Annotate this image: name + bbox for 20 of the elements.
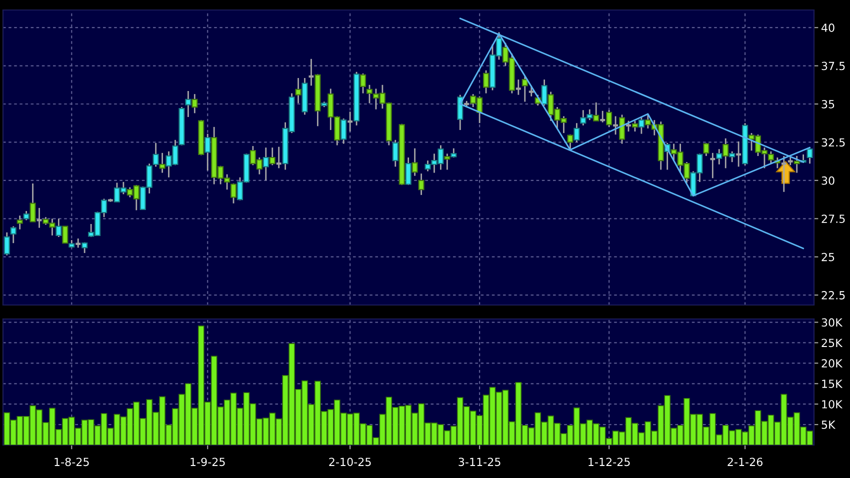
y-tick-label: 25 bbox=[822, 252, 834, 262]
x-tick-label: 3-11-25 bbox=[458, 458, 500, 466]
y-tick-label: 37.5 bbox=[822, 62, 845, 70]
y-tick-label: 32.5 bbox=[822, 138, 845, 147]
x-tick-label: 1-12-25 bbox=[588, 458, 630, 466]
x-tick-label: 1-9-25 bbox=[190, 458, 225, 466]
y-tick-label: 22.5 bbox=[822, 291, 845, 300]
y-tick-label: 25K bbox=[822, 338, 843, 348]
y-tick-label: 5K bbox=[822, 420, 836, 429]
y-tick-label: 30K bbox=[822, 318, 843, 327]
x-tick-label: 2-1-26 bbox=[728, 458, 762, 466]
x-tick-label: 2-10-25 bbox=[329, 458, 371, 466]
y-tick-label: 35 bbox=[822, 100, 834, 108]
y-tick-label: 27.5 bbox=[822, 214, 845, 224]
y-tick-label: 15K bbox=[822, 380, 843, 388]
y-tick-label: 30 bbox=[822, 176, 834, 185]
y-tick-label: 20K bbox=[822, 359, 843, 368]
y-tick-label: 10K bbox=[822, 400, 843, 408]
x-tick-label: 1-8-25 bbox=[54, 458, 89, 466]
y-tick-label: 40 bbox=[821, 24, 834, 32]
